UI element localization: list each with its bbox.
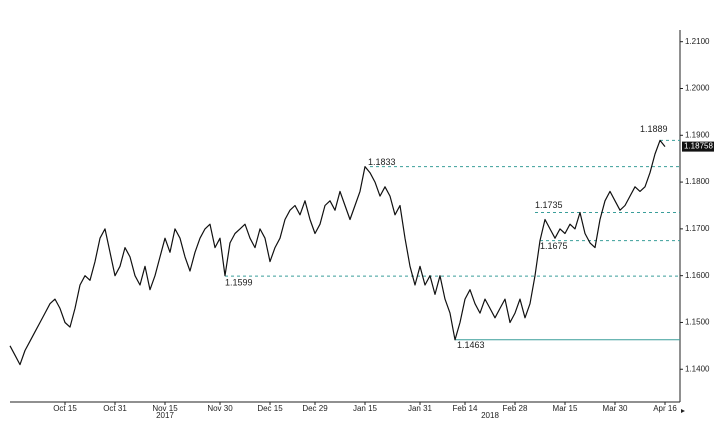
axis-arrow [681,409,685,413]
level-label: 1.1889 [640,124,668,134]
y-tick-label: 1.1700 [685,224,710,233]
x-tick-label: Jan 15 [353,404,378,413]
x-tick-label: Apr 16 [653,404,677,413]
price-line [9,139,666,366]
x-tick-label: Oct 15 [53,404,77,413]
y-tick-label: 1.1500 [685,318,710,327]
x-tick-label: Dec 15 [257,404,283,413]
year-label: 2018 [481,411,499,420]
y-tick-label: 1.1600 [685,271,710,280]
level-label: 1.1833 [368,157,396,167]
year-label: 2017 [156,411,174,420]
level-label: 1.1463 [457,340,485,350]
y-tick-label: 1.1900 [685,130,710,139]
x-tick-label: Mar 15 [553,404,578,413]
x-tick-label: Mar 30 [603,404,628,413]
y-tick-label: 1.1400 [685,364,710,373]
level-label: 1.1599 [225,278,253,288]
x-tick-label: Nov 30 [207,404,233,413]
x-tick-label: Nov 15 [152,404,178,413]
y-tick-label: 1.1800 [685,177,710,186]
last-price-label: 1.18758 [684,142,713,151]
x-tick-label: Feb 14 [453,404,478,413]
x-tick-label: Feb 28 [503,404,528,413]
y-tick-label: 1.2100 [685,37,710,46]
level-label: 1.1675 [540,241,568,251]
x-tick-label: Dec 29 [302,404,328,413]
x-tick-label: Oct 31 [103,404,127,413]
x-tick-label: Jan 31 [408,404,433,413]
level-label: 1.1735 [535,200,563,210]
last-price-box [682,141,714,152]
y-tick-label: 1.2000 [685,84,710,93]
